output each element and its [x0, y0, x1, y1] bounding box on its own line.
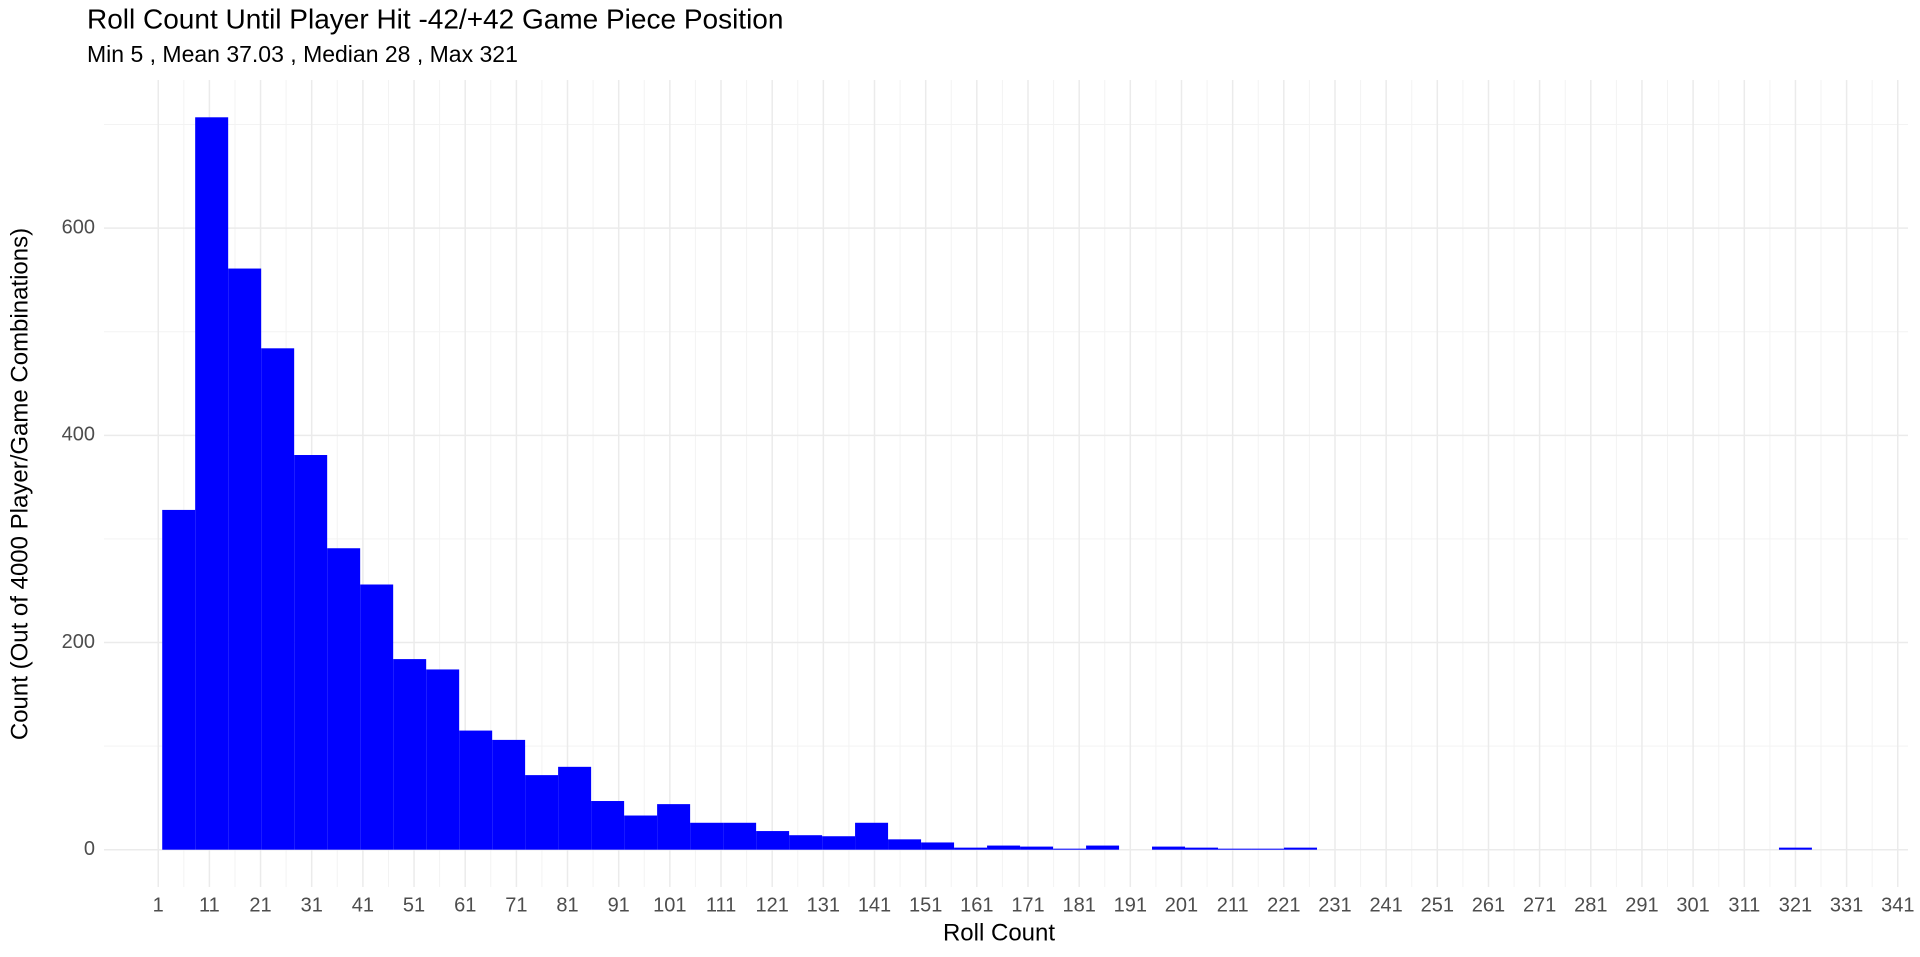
x-tick-label: 341	[1881, 894, 1914, 916]
x-tick-label: 191	[1114, 894, 1147, 916]
x-tick-label: 201	[1165, 894, 1198, 916]
x-tick-label: 131	[807, 894, 840, 916]
bar	[888, 839, 922, 850]
x-tick-label: 71	[505, 894, 527, 916]
bar	[1284, 847, 1318, 850]
x-tick-label: 171	[1011, 894, 1044, 916]
x-tick-label: 261	[1472, 894, 1505, 916]
bar	[657, 804, 691, 850]
bar	[690, 822, 724, 850]
x-tick-label: 81	[556, 894, 578, 916]
bar	[789, 835, 823, 850]
chart-subtitle: Min 5 , Mean 37.03 , Median 28 , Max 321	[87, 41, 518, 67]
x-tick-label: 181	[1062, 894, 1095, 916]
bar	[1778, 847, 1812, 850]
bar	[492, 739, 526, 850]
x-tick-label: 321	[1779, 894, 1812, 916]
bar	[360, 584, 394, 850]
x-tick-label: 241	[1369, 894, 1402, 916]
x-tick-label: 311	[1728, 894, 1760, 916]
x-tick-label: 91	[608, 894, 630, 916]
x-tick-label: 21	[249, 894, 271, 916]
bar	[1152, 846, 1186, 850]
bar	[624, 815, 658, 850]
x-tick-label: 51	[403, 894, 425, 916]
chart-title: Roll Count Until Player Hit -42/+42 Game…	[87, 3, 783, 34]
bar	[261, 348, 295, 850]
bar	[195, 117, 229, 850]
bar	[855, 822, 889, 850]
bar	[327, 548, 361, 850]
bar	[822, 836, 856, 850]
x-tick-label: 211	[1217, 894, 1249, 916]
x-tick-label: 41	[352, 894, 374, 916]
bar	[228, 268, 262, 850]
x-tick-label: 271	[1523, 894, 1556, 916]
bar	[459, 730, 493, 850]
bar	[558, 766, 592, 850]
bar	[591, 801, 625, 850]
x-tick-label: 281	[1574, 894, 1607, 916]
x-tick-label: 11	[199, 894, 220, 916]
x-tick-label: 291	[1625, 894, 1658, 916]
x-tick-label: 161	[960, 894, 993, 916]
y-tick-label: 600	[62, 216, 95, 238]
x-tick-label: 231	[1318, 894, 1351, 916]
bar	[426, 669, 460, 850]
bar	[921, 842, 955, 850]
bar	[756, 831, 790, 850]
x-axis-title: Roll Count	[943, 919, 1055, 946]
x-tick-label: 331	[1830, 894, 1863, 916]
bar	[987, 845, 1021, 850]
bar	[1218, 848, 1252, 850]
bar	[525, 775, 559, 850]
y-tick-label: 0	[84, 838, 95, 860]
bar	[1086, 845, 1120, 850]
bar	[1020, 846, 1054, 850]
bar	[954, 847, 988, 850]
x-tick-label: 111	[706, 894, 736, 916]
x-tick-label: 251	[1421, 894, 1454, 916]
y-tick-label: 400	[62, 424, 95, 446]
y-tick-label: 200	[62, 631, 95, 653]
bar	[162, 509, 196, 850]
x-tick-label: 31	[301, 894, 323, 916]
x-tick-label: 1	[153, 894, 164, 916]
x-tick-label: 61	[454, 894, 476, 916]
x-tick-label: 221	[1267, 894, 1300, 916]
bar	[1053, 848, 1087, 850]
x-tick-label: 141	[858, 894, 891, 916]
bar	[393, 659, 427, 850]
bar	[294, 455, 328, 850]
y-axis-title: Count (Out of 4000 Player/Game Combinati…	[6, 228, 33, 740]
bar	[723, 822, 757, 850]
x-tick-label: 121	[755, 894, 788, 916]
x-tick-label: 101	[653, 894, 686, 916]
bar	[1185, 847, 1219, 850]
x-tick-label: 151	[909, 894, 942, 916]
bar	[1251, 848, 1285, 850]
x-tick-label: 301	[1676, 894, 1709, 916]
